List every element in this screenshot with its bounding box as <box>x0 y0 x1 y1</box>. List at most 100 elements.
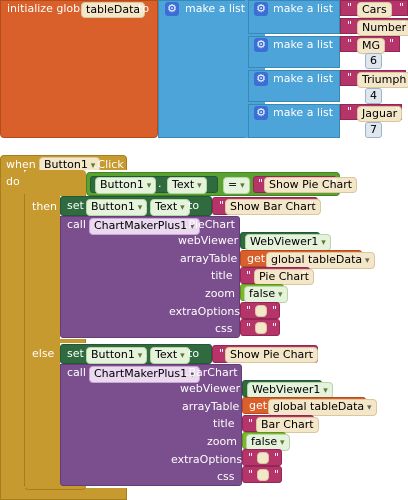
webviewer1-component-block[interactable]: WebViewer1 <box>240 232 331 251</box>
get-label: get <box>247 252 266 265</box>
global-var-dropdown[interactable]: global tableData <box>266 252 375 269</box>
call-label: call <box>67 218 86 231</box>
get-global-tabledata[interactable]: get global tableData <box>242 397 377 416</box>
mutator-gear-icon[interactable]: ⚙ <box>165 2 179 16</box>
make-list-label: make a list <box>273 72 334 85</box>
webviewer1-dropdown[interactable]: WebViewer1 <box>245 234 331 251</box>
text-value[interactable]: Jaguar <box>357 106 403 122</box>
text-block-show-pie-else[interactable]: " Show Pie Chart " <box>212 345 319 363</box>
set-button1-text-else[interactable]: set Button1 . Text to <box>60 344 212 364</box>
empty-text-value[interactable] <box>255 322 267 334</box>
text-block-cars[interactable]: " Cars " <box>340 0 408 18</box>
make-list-label: make a list <box>273 2 334 15</box>
text-block-triumph[interactable]: " Triumph " <box>340 70 408 88</box>
param-arraytable: arrayTable <box>180 252 238 265</box>
make-list-block[interactable]: ⚙ make a list <box>158 0 260 138</box>
set-label: set <box>67 199 84 212</box>
button1-dropdown[interactable]: Button1 <box>86 347 148 364</box>
make-list-label: make a list <box>273 106 334 119</box>
empty-text-value[interactable] <box>255 305 267 317</box>
text-value[interactable]: Bar Chart <box>256 417 319 433</box>
text-value[interactable]: Triumph <box>357 72 408 88</box>
empty-text-css[interactable]: " " <box>240 319 280 336</box>
button1-dropdown[interactable]: Button1 <box>95 177 157 194</box>
mutator-gear-icon[interactable]: ⚙ <box>254 106 268 120</box>
set-button1-text-then[interactable]: set Button1 . Text to <box>60 196 212 216</box>
empty-text-value[interactable] <box>257 469 269 481</box>
make-list-row-4[interactable]: ⚙ make a list <box>248 104 340 138</box>
get-label: get <box>249 399 268 412</box>
number-block-4[interactable]: 4 <box>365 88 382 104</box>
mutator-gear-icon[interactable]: ⚙ <box>254 38 268 52</box>
text-block-jaguar[interactable]: " Jaguar " <box>340 104 403 122</box>
get-global-tabledata[interactable]: get global tableData <box>240 250 375 269</box>
empty-text-extraoptions[interactable]: " " <box>242 449 282 466</box>
text-value[interactable]: Pie Chart <box>254 269 314 285</box>
when-label: when <box>6 158 36 171</box>
then-label: then <box>32 200 58 213</box>
text-property-dropdown[interactable]: Text <box>150 199 190 216</box>
param-zoom: zoom <box>207 435 237 448</box>
false-boolean-block[interactable]: false <box>240 284 288 303</box>
param-webviewer: webViewer <box>180 382 241 395</box>
set-label: set <box>67 347 84 360</box>
text-block-mg[interactable]: " MG " <box>340 36 400 54</box>
do-label: do <box>6 175 20 188</box>
text-value[interactable]: Show Bar Chart <box>225 199 321 215</box>
make-list-row-1[interactable]: ⚙ make a list <box>248 0 340 34</box>
param-arraytable: arrayTable <box>182 400 240 413</box>
button1-dropdown[interactable]: Button1 <box>86 199 148 216</box>
to-label: to <box>188 347 200 360</box>
variable-name-field[interactable]: tableData <box>81 2 146 18</box>
button1-dropdown[interactable]: Button1 <box>39 157 101 174</box>
make-list-row-3[interactable]: ⚙ make a list <box>248 70 340 102</box>
text-value[interactable]: Show Pie Chart <box>264 177 358 193</box>
number-block-7[interactable]: 7 <box>365 122 382 138</box>
text-value[interactable]: Number <box>357 20 408 36</box>
if-block-top <box>24 170 86 194</box>
text-block-pie-chart[interactable]: " Pie Chart " <box>240 267 314 285</box>
make-list-label: make a list <box>273 38 334 51</box>
text-block-number[interactable]: " Number " <box>340 18 408 36</box>
text-block-show-bar[interactable]: " Show Bar Chart " <box>212 197 321 215</box>
call-piechart-block[interactable]: call ChartMakerPlus1 .PieChart webViewer… <box>60 216 240 338</box>
initialize-global-label: initialize global <box>7 2 90 15</box>
make-list-label: make a list <box>185 2 246 15</box>
text-property-dropdown[interactable]: Text <box>167 177 207 194</box>
text-value[interactable]: Cars <box>357 2 392 18</box>
barchart-method-label: .BarChart <box>185 366 238 379</box>
param-zoom: zoom <box>205 287 235 300</box>
else-label: else <box>32 347 55 360</box>
initialize-global-block[interactable]: initialize global tableData to <box>0 0 158 138</box>
boolean-dropdown[interactable]: false <box>244 286 288 303</box>
empty-text-value[interactable] <box>257 452 269 464</box>
piechart-method-label: .PieChart <box>185 218 235 231</box>
text-value[interactable]: MG <box>357 38 386 54</box>
param-css: css <box>217 470 235 483</box>
param-extraoptions: extraOptions <box>171 453 243 466</box>
to-label: to <box>188 199 200 212</box>
call-label: call <box>67 366 86 379</box>
mutator-gear-icon[interactable]: ⚙ <box>254 72 268 86</box>
compare-block[interactable]: Button1 . Text = " Show Pie Chart " <box>86 172 358 196</box>
text-block-bar-chart[interactable]: " Bar Chart " <box>242 415 319 433</box>
empty-text-css[interactable]: " " <box>242 466 282 483</box>
to-label: to <box>138 2 150 15</box>
text-property-dropdown[interactable]: Text <box>150 347 190 364</box>
text-value[interactable]: Show Pie Chart <box>225 347 319 363</box>
param-title: title <box>213 417 235 430</box>
false-boolean-block[interactable]: false <box>242 432 290 451</box>
webviewer1-component-block[interactable]: WebViewer1 <box>242 380 333 399</box>
empty-text-extraoptions[interactable]: " " <box>240 302 280 319</box>
call-barchart-block[interactable]: call ChartMakerPlus1 .BarChart webViewer… <box>60 364 242 486</box>
chartmaker-dropdown[interactable]: ChartMakerPlus1 <box>89 366 200 383</box>
param-css: css <box>215 322 233 335</box>
number-block-6[interactable]: 6 <box>365 53 382 69</box>
chartmaker-dropdown[interactable]: ChartMakerPlus1 <box>89 218 200 235</box>
make-list-row-2[interactable]: ⚙ make a list <box>248 36 340 68</box>
mutator-gear-icon[interactable]: ⚙ <box>254 2 268 16</box>
global-var-dropdown[interactable]: global tableData <box>268 399 377 416</box>
equals-operator-dropdown[interactable]: = <box>223 177 250 194</box>
click-event-label: .Click <box>94 158 124 171</box>
param-extraoptions: extraOptions <box>169 305 241 318</box>
